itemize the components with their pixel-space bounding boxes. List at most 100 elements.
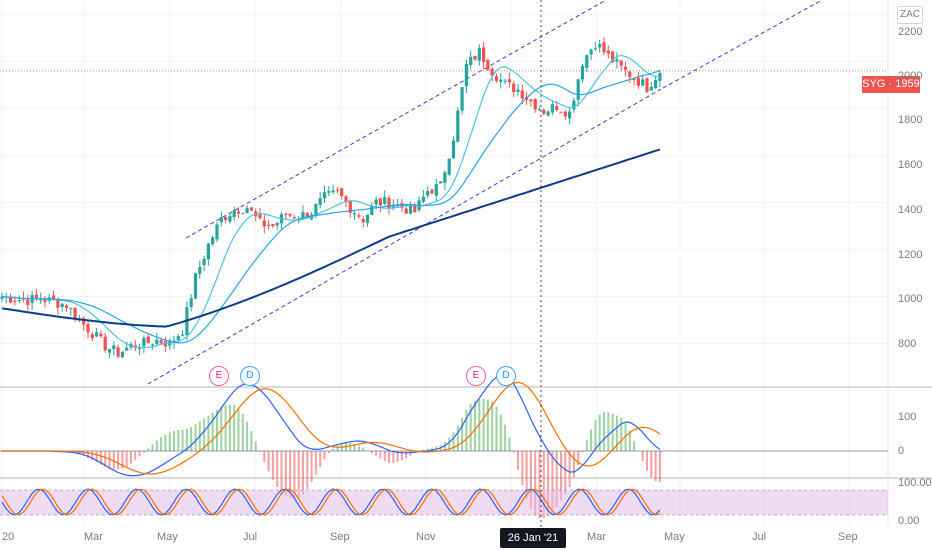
macd-histogram-bar (517, 451, 519, 470)
macd-histogram-bar (534, 451, 537, 516)
macd-histogram-bar (323, 451, 326, 460)
macd-histogram-bar (611, 413, 614, 451)
candle-body (120, 351, 124, 358)
ma-slow-line (1, 148, 661, 328)
macd-histogram-bar (142, 451, 145, 453)
candle-body (0, 296, 4, 299)
macd-histogram-bar (280, 451, 283, 493)
candle-body (387, 197, 391, 209)
macd-histogram-bar (474, 400, 476, 451)
candle-body (13, 300, 17, 302)
macd-histogram-bar (246, 421, 249, 451)
macd-histogram-bar (581, 451, 584, 453)
macd-histogram-bar (379, 451, 382, 459)
macd-histogram-bar (641, 451, 644, 461)
candle-body (52, 295, 56, 300)
candle-body (628, 71, 632, 78)
candle-body (86, 324, 90, 333)
macd-histogram-bar (461, 418, 464, 451)
candle-body (400, 203, 404, 208)
candle-body (593, 48, 597, 50)
macd-histogram-bar (405, 451, 408, 458)
macd-histogram-bar (547, 451, 550, 516)
macd-histogram-bar (216, 409, 218, 451)
macd-histogram-bar (95, 451, 98, 463)
candle-body (490, 68, 494, 76)
candle-body (176, 335, 180, 341)
candle-body (60, 303, 64, 307)
earnings-marker[interactable]: E (209, 366, 229, 386)
candle-body (82, 318, 86, 325)
macd-histogram-bar (560, 451, 562, 501)
macd-histogram-bar (366, 450, 369, 451)
price-tick: 2200 (898, 26, 923, 38)
macd-histogram-bar (207, 415, 210, 451)
macd-histogram-bar (603, 411, 605, 451)
candle-body (641, 79, 645, 86)
candle-body (563, 111, 567, 117)
macd-histogram-bar (91, 451, 94, 461)
macd-histogram-bar (465, 409, 468, 451)
macd-histogram-bar (78, 451, 81, 455)
stoch-tick: 0.00 (898, 515, 920, 527)
macd-histogram-bar (349, 442, 352, 451)
macd-histogram-bar (525, 451, 528, 499)
dividend-marker[interactable]: D (240, 366, 260, 386)
candle-body (383, 197, 387, 204)
candle-body (469, 56, 473, 65)
candle-body (619, 60, 623, 66)
candle-body (408, 204, 413, 214)
macd-histogram-bar (422, 449, 425, 451)
candle-body (314, 203, 318, 216)
price-tick: 1400 (898, 204, 923, 216)
candle-body (155, 339, 159, 345)
candle-body (361, 218, 365, 223)
macd-histogram-bar (190, 426, 193, 451)
macd-histogram-bar (529, 451, 532, 509)
macd-histogram-bar (512, 451, 515, 453)
macd-histogram-bar (495, 406, 498, 451)
candle-body (267, 224, 271, 226)
candle-body (305, 212, 309, 218)
macd-histogram-bar (293, 451, 296, 499)
macd-histogram-bar (607, 412, 610, 451)
candle-body (90, 334, 94, 339)
candle-body (224, 216, 228, 221)
candle-body (292, 217, 296, 219)
candle-body (103, 336, 107, 351)
ma-mid-line (1, 69, 661, 344)
time-label: May (157, 531, 178, 543)
macd-histogram-bar (151, 444, 154, 451)
time-label: May (664, 531, 685, 543)
candle-body (95, 332, 99, 337)
time-label: Jul (752, 531, 767, 543)
dividend-marker[interactable]: D (496, 366, 516, 386)
macd-histogram-bar (400, 451, 403, 461)
macd-histogram-bar (302, 451, 304, 495)
candle-body (494, 76, 499, 81)
candle-body (9, 296, 13, 303)
macd-histogram-bar (250, 431, 253, 451)
candle-body (193, 273, 198, 299)
macd-histogram-bar (572, 451, 575, 478)
macd-histogram-bar (469, 403, 472, 451)
macd-histogram-bar (259, 451, 261, 452)
candle-body (34, 294, 38, 298)
macd-histogram-bar (448, 437, 451, 451)
candle-body (344, 196, 348, 202)
macd-histogram-bar (646, 451, 648, 471)
candle-body (107, 348, 112, 353)
candle-body (327, 191, 331, 193)
macd-histogram-bar (585, 440, 588, 451)
macd-histogram-bar (499, 414, 502, 451)
candle-body (464, 64, 468, 87)
earnings-marker[interactable]: E (466, 366, 486, 386)
macd-histogram-bar (289, 451, 292, 498)
currency-badge: ZAC (897, 6, 923, 24)
macd-histogram-bar (263, 451, 266, 462)
macd-histogram-bar (121, 451, 124, 469)
candle-body (447, 158, 451, 175)
macd-histogram-bar (271, 451, 274, 481)
candle-body (43, 298, 47, 303)
